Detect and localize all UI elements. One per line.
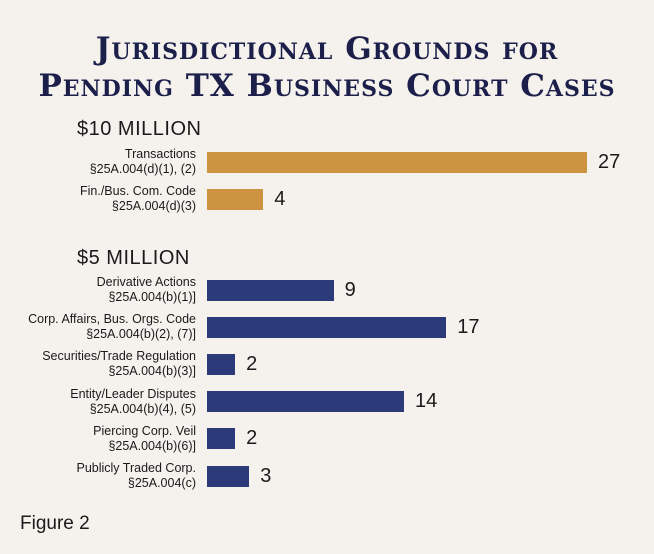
category-label-line-2: §25A.004(d)(3) [111,199,196,213]
section-heading-5-million: $5 MILLION [77,247,190,269]
bar-derivative-actions [207,279,334,301]
value-label-publicly-traded-corp: 3 [260,464,272,487]
value-label-derivative-actions: 9 [344,278,356,301]
category-label-line-2: §25A.004(d)(1), (2) [89,162,196,176]
category-label-line-1: Fin./Bus. Com. Code [79,184,196,198]
bar-corp-affairs-bus-orgs-code [207,316,447,338]
category-label-line-1: Piercing Corp. Veil [93,423,196,438]
category-label-line-1: Derivative Actions [96,275,196,289]
category-label-line-2: §25A.004(b)(3)] [108,364,196,379]
category-label-line-1: Corp. Affairs, Bus. Orgs. Code [28,312,196,327]
category-label-publicly-traded-corp: Publicly Traded Corp. §25A.004(c) [76,461,196,491]
category-label-derivative-actions: Derivative Actions §25A.004(b)(1)] [97,275,196,305]
value-label-entity-leader-disputes: 14 [415,390,438,413]
value-label-piercing-corp-veil: 2 [246,427,258,450]
bar-transactions [207,151,587,173]
bar-piercing-corp-veil [207,428,236,450]
value-label-transactions: 27 [598,150,621,173]
bar-fin-bus-com-code [207,188,264,210]
category-label-line-1: Transactions [124,147,196,161]
category-label-line-2: §25A.004(b)(6)] [108,438,196,453]
category-label-piercing-corp-veil: Piercing Corp. Veil §25A.004(b)(6)] [93,424,196,454]
category-label-line-1: Securities/Trade Regulation [42,349,196,364]
bar-securities-trade-regulation [207,353,236,375]
category-label-transactions: Transactions §25A.004(d)(1), (2) [90,147,196,177]
chart-title-line-1: Jurisdictional Grounds for [95,31,559,67]
category-label-fin-bus-com-code: Fin./Bus. Com. Code §25A.004(d)(3) [80,184,196,214]
value-label-corp-affairs-bus-orgs-code: 17 [457,315,480,338]
category-label-line-2: §25A.004(c) [127,476,196,490]
value-label-securities-trade-regulation: 2 [246,352,258,375]
category-label-securities-trade-regulation: Securities/Trade Regulation §25A.004(b)(3… [42,349,196,379]
chart-title-line-2: Pending TX Business Court Cases [38,68,616,104]
category-label-corp-affairs-bus-orgs-code: Corp. Affairs, Bus. Orgs. Code §25A.004(b… [28,312,196,342]
category-label-line-2: §25A.004(b)(4), (5) [89,401,196,416]
category-label-entity-leader-disputes: Entity/Leader Disputes §25A.004(b)(4), (5… [70,387,196,417]
category-label-line-1: Publicly Traded Corp. [76,461,196,475]
value-label-fin-bus-com-code: 4 [274,187,286,210]
category-label-line-2: §25A.004(b)(1)] [108,290,196,304]
category-label-line-1: Entity/Leader Disputes [70,386,196,401]
category-label-line-2: §25A.004(b)(2), (7)] [86,327,196,342]
bar-publicly-traded-corp [207,465,250,487]
figure-caption: Figure 2 [20,513,90,534]
section-heading-10-million: $10 MILLION [77,118,202,140]
bar-entity-leader-disputes [207,391,405,413]
